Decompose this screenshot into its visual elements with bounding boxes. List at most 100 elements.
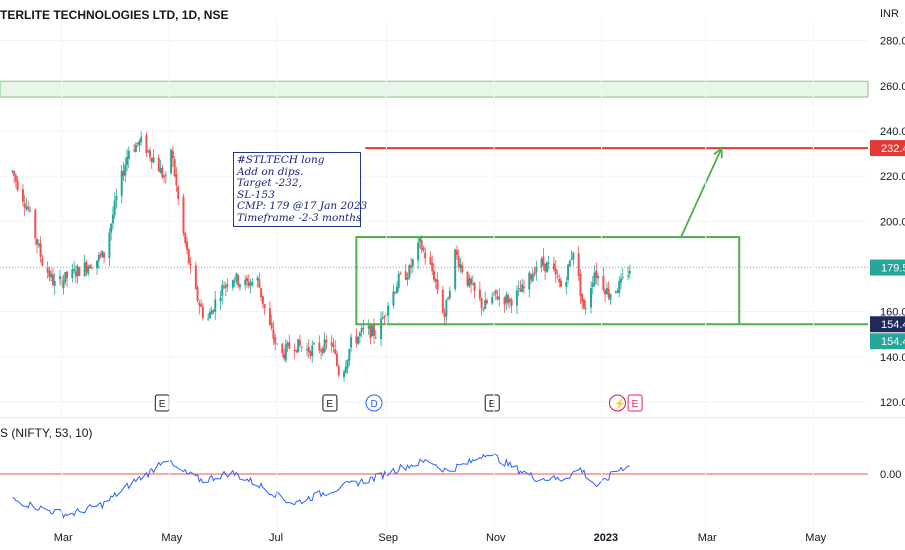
candle-body (263, 304, 266, 308)
candle-body (609, 294, 612, 301)
candle-body (505, 294, 508, 303)
candle-body (485, 300, 488, 304)
oscillator-line (12, 453, 630, 519)
candle-body (572, 252, 575, 260)
candle-body (478, 289, 481, 299)
candle-body (293, 350, 296, 352)
candle-body (628, 270, 631, 274)
candle-body (417, 242, 420, 261)
candle-body (323, 339, 326, 352)
candle-body (286, 342, 289, 346)
candle-body (189, 264, 192, 266)
candle-body (27, 206, 30, 210)
candle-body (568, 260, 571, 267)
candle-body (521, 284, 524, 292)
candle-body (247, 281, 250, 287)
note-line: CMP: 179 @17 Jan 2023 (237, 200, 368, 212)
candle-body (87, 266, 90, 274)
earnings-marker (484, 394, 500, 412)
candle-body (157, 157, 160, 172)
candle-body (295, 349, 298, 352)
candle-body (597, 276, 600, 279)
candle-body (455, 250, 458, 256)
candle-body (459, 264, 462, 269)
price-tag (870, 316, 905, 333)
candle-body (411, 259, 414, 267)
candle-body (198, 302, 201, 306)
candle-body (445, 299, 448, 317)
candle-body (235, 273, 238, 282)
y-tick-label: 120.00 (880, 397, 905, 409)
candle-body (582, 299, 585, 309)
candle-body (320, 350, 323, 352)
candle-body (429, 257, 432, 265)
candle-body (392, 291, 395, 306)
candle-body (48, 270, 51, 278)
dividend-marker (365, 394, 383, 412)
candle-body (570, 258, 573, 260)
candle-body (318, 342, 321, 351)
candle-body (531, 274, 534, 282)
candle-body (371, 325, 374, 337)
candle-body (133, 150, 136, 152)
x-tick-label: Jul (269, 532, 283, 544)
note-line: Target -232, (237, 177, 302, 189)
candle-body (620, 278, 623, 283)
candle-body (284, 344, 287, 361)
candle-body (422, 248, 425, 251)
candle-body (618, 280, 621, 293)
earnings-marker-label: E (326, 399, 333, 410)
candle-body (498, 297, 501, 299)
candle-body (381, 317, 384, 319)
candle-body (96, 260, 99, 269)
candle-body (542, 256, 545, 266)
candle-body (616, 291, 619, 293)
candle-body (150, 157, 153, 163)
candle-body (399, 273, 402, 275)
candle-body (219, 297, 222, 302)
candle-body (325, 339, 328, 343)
note-line: Add on dips. (237, 165, 304, 178)
y-tick-label: 140.00 (880, 352, 905, 364)
earnings-marker (627, 394, 643, 412)
candle-body (210, 310, 213, 315)
candle-body (554, 268, 557, 275)
candle-body (408, 265, 411, 278)
candle-body (249, 283, 252, 286)
candle-body (177, 186, 180, 199)
candle-body (558, 278, 561, 283)
candle-body (470, 278, 473, 285)
note-line: Timeframe -2-3 months (237, 211, 362, 224)
candle-body (420, 240, 423, 250)
candle-body (362, 327, 365, 329)
candle-body (261, 296, 264, 304)
candle-body (404, 271, 407, 280)
candle-body (90, 267, 93, 269)
candle-body (66, 271, 69, 278)
candle-body (58, 276, 61, 279)
candle-body (590, 288, 593, 308)
candle-body (410, 265, 413, 268)
candle-body (110, 223, 113, 233)
candle-body (41, 258, 44, 266)
candle-body (577, 253, 580, 276)
candle-body (593, 272, 596, 285)
candle-body (122, 171, 125, 177)
candle-body (159, 167, 162, 174)
candle-body (25, 206, 28, 210)
candle-body (517, 287, 520, 289)
y-tick-label: 200.00 (880, 216, 905, 228)
candle-body (136, 142, 139, 144)
price-tag-label: 154.4 (881, 319, 905, 331)
candle-body (245, 277, 248, 282)
candle-body (34, 209, 37, 239)
price-tag (870, 259, 905, 276)
candle-body (237, 275, 240, 286)
candle-body (244, 279, 247, 286)
candle-body (274, 337, 277, 344)
candle-body (212, 309, 215, 312)
trade-note[interactable]: #STLTECH long Add on dips. Target -232, … (233, 152, 368, 227)
dividend-marker-label: D (371, 399, 378, 410)
candle-body (367, 325, 370, 329)
